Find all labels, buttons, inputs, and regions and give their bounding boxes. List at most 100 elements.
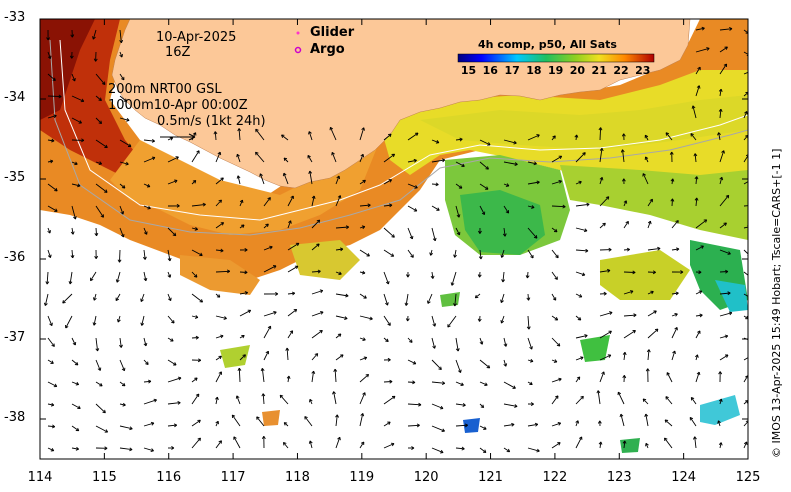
current-vector-head [696,85,701,89]
current-vector-head [459,137,463,142]
current-vector-head [670,198,675,202]
current-vector [479,139,491,146]
current-vector [237,175,241,185]
current-vector [575,249,589,252]
current-vector-head [455,348,460,352]
argo-marker [294,46,302,54]
current-vector-head [456,214,461,218]
current-vector-head [597,420,602,424]
current-vector-head [273,310,277,315]
current-vector [455,447,465,450]
current-vector [311,219,321,229]
current-vector [359,356,367,361]
current-vector [575,271,586,276]
x-tick-label: 120 [413,470,439,485]
current-vector [95,183,108,193]
current-vector-head [441,428,445,433]
x-tick-label: 122 [542,470,568,485]
current-vector-head [432,323,437,327]
current-vector-head [727,251,731,255]
current-vector [191,337,199,339]
current-vector-head [558,155,563,160]
current-vector-head [458,185,463,189]
x-tick-label: 115 [91,470,117,485]
current-vector-head [746,52,748,56]
current-vector [167,377,182,383]
current-vector [475,293,481,299]
current-vector-head [697,330,701,334]
current-vector [431,447,444,454]
current-vector [239,199,243,207]
current-vector-head [605,196,610,200]
current-vector [143,139,155,142]
current-vector-head [126,117,130,122]
current-vector-head [578,180,582,185]
current-vector [307,155,313,163]
current-vector-head [74,361,79,366]
current-vector-head [308,440,313,444]
current-vector-head [311,195,316,199]
current-vector-head [486,364,491,369]
current-vector [551,249,559,259]
current-vector [47,359,54,364]
current-vector-head [644,156,649,160]
current-vector-head [718,398,723,403]
current-vector-head [294,265,299,270]
current-vector-head [216,294,221,298]
current-vector [119,249,121,263]
current-vector-head [255,128,259,133]
current-vector-head [388,179,392,183]
current-vector-head [554,317,559,321]
current-vector [47,51,51,59]
current-vector-head [609,311,613,315]
current-vector-head [175,156,179,160]
current-vector-head [78,120,82,124]
current-vector [263,223,269,229]
current-vector-head [669,151,674,155]
current-vector-head [54,187,58,192]
current-vector-head [50,447,55,452]
current-vector [455,205,460,218]
current-vector [599,177,603,185]
current-vector [167,337,174,342]
current-vector-head [530,254,534,259]
current-vector [143,380,151,383]
current-vector-head [385,338,389,343]
current-vector [405,293,409,306]
current-vector-head [650,290,654,295]
current-vector-head [481,211,486,215]
current-vector-head [435,182,439,187]
current-vector [47,337,55,347]
current-vector-head [129,426,133,431]
current-vector-head [125,161,129,166]
current-vector-head [261,435,266,440]
current-vector [167,402,181,405]
current-vector-head [461,446,465,451]
current-vector-head [680,270,684,274]
current-vector-head [69,55,74,59]
current-vector-head [718,108,723,112]
current-vector-head [65,324,69,329]
current-vector-head [47,230,51,234]
current-vector [695,66,701,75]
current-vector-head [75,381,80,386]
current-vector-head [622,351,627,356]
current-vector [455,138,463,141]
current-vector [743,271,748,276]
current-vector-head [503,363,508,367]
current-vector [359,249,370,257]
current-vector [359,315,373,320]
current-vector-head [340,354,344,358]
current-vector [329,127,337,141]
current-vector [95,139,108,148]
current-vector-head [412,361,417,365]
current-vector-head [223,316,227,320]
current-vector [599,330,612,339]
current-vector-head [558,377,562,382]
current-vector [671,327,678,339]
current-vector-head [150,448,154,453]
current-vector [695,85,700,97]
current-vector-head [49,322,53,327]
current-vector-head [140,322,145,326]
current-vector-head [122,402,126,407]
